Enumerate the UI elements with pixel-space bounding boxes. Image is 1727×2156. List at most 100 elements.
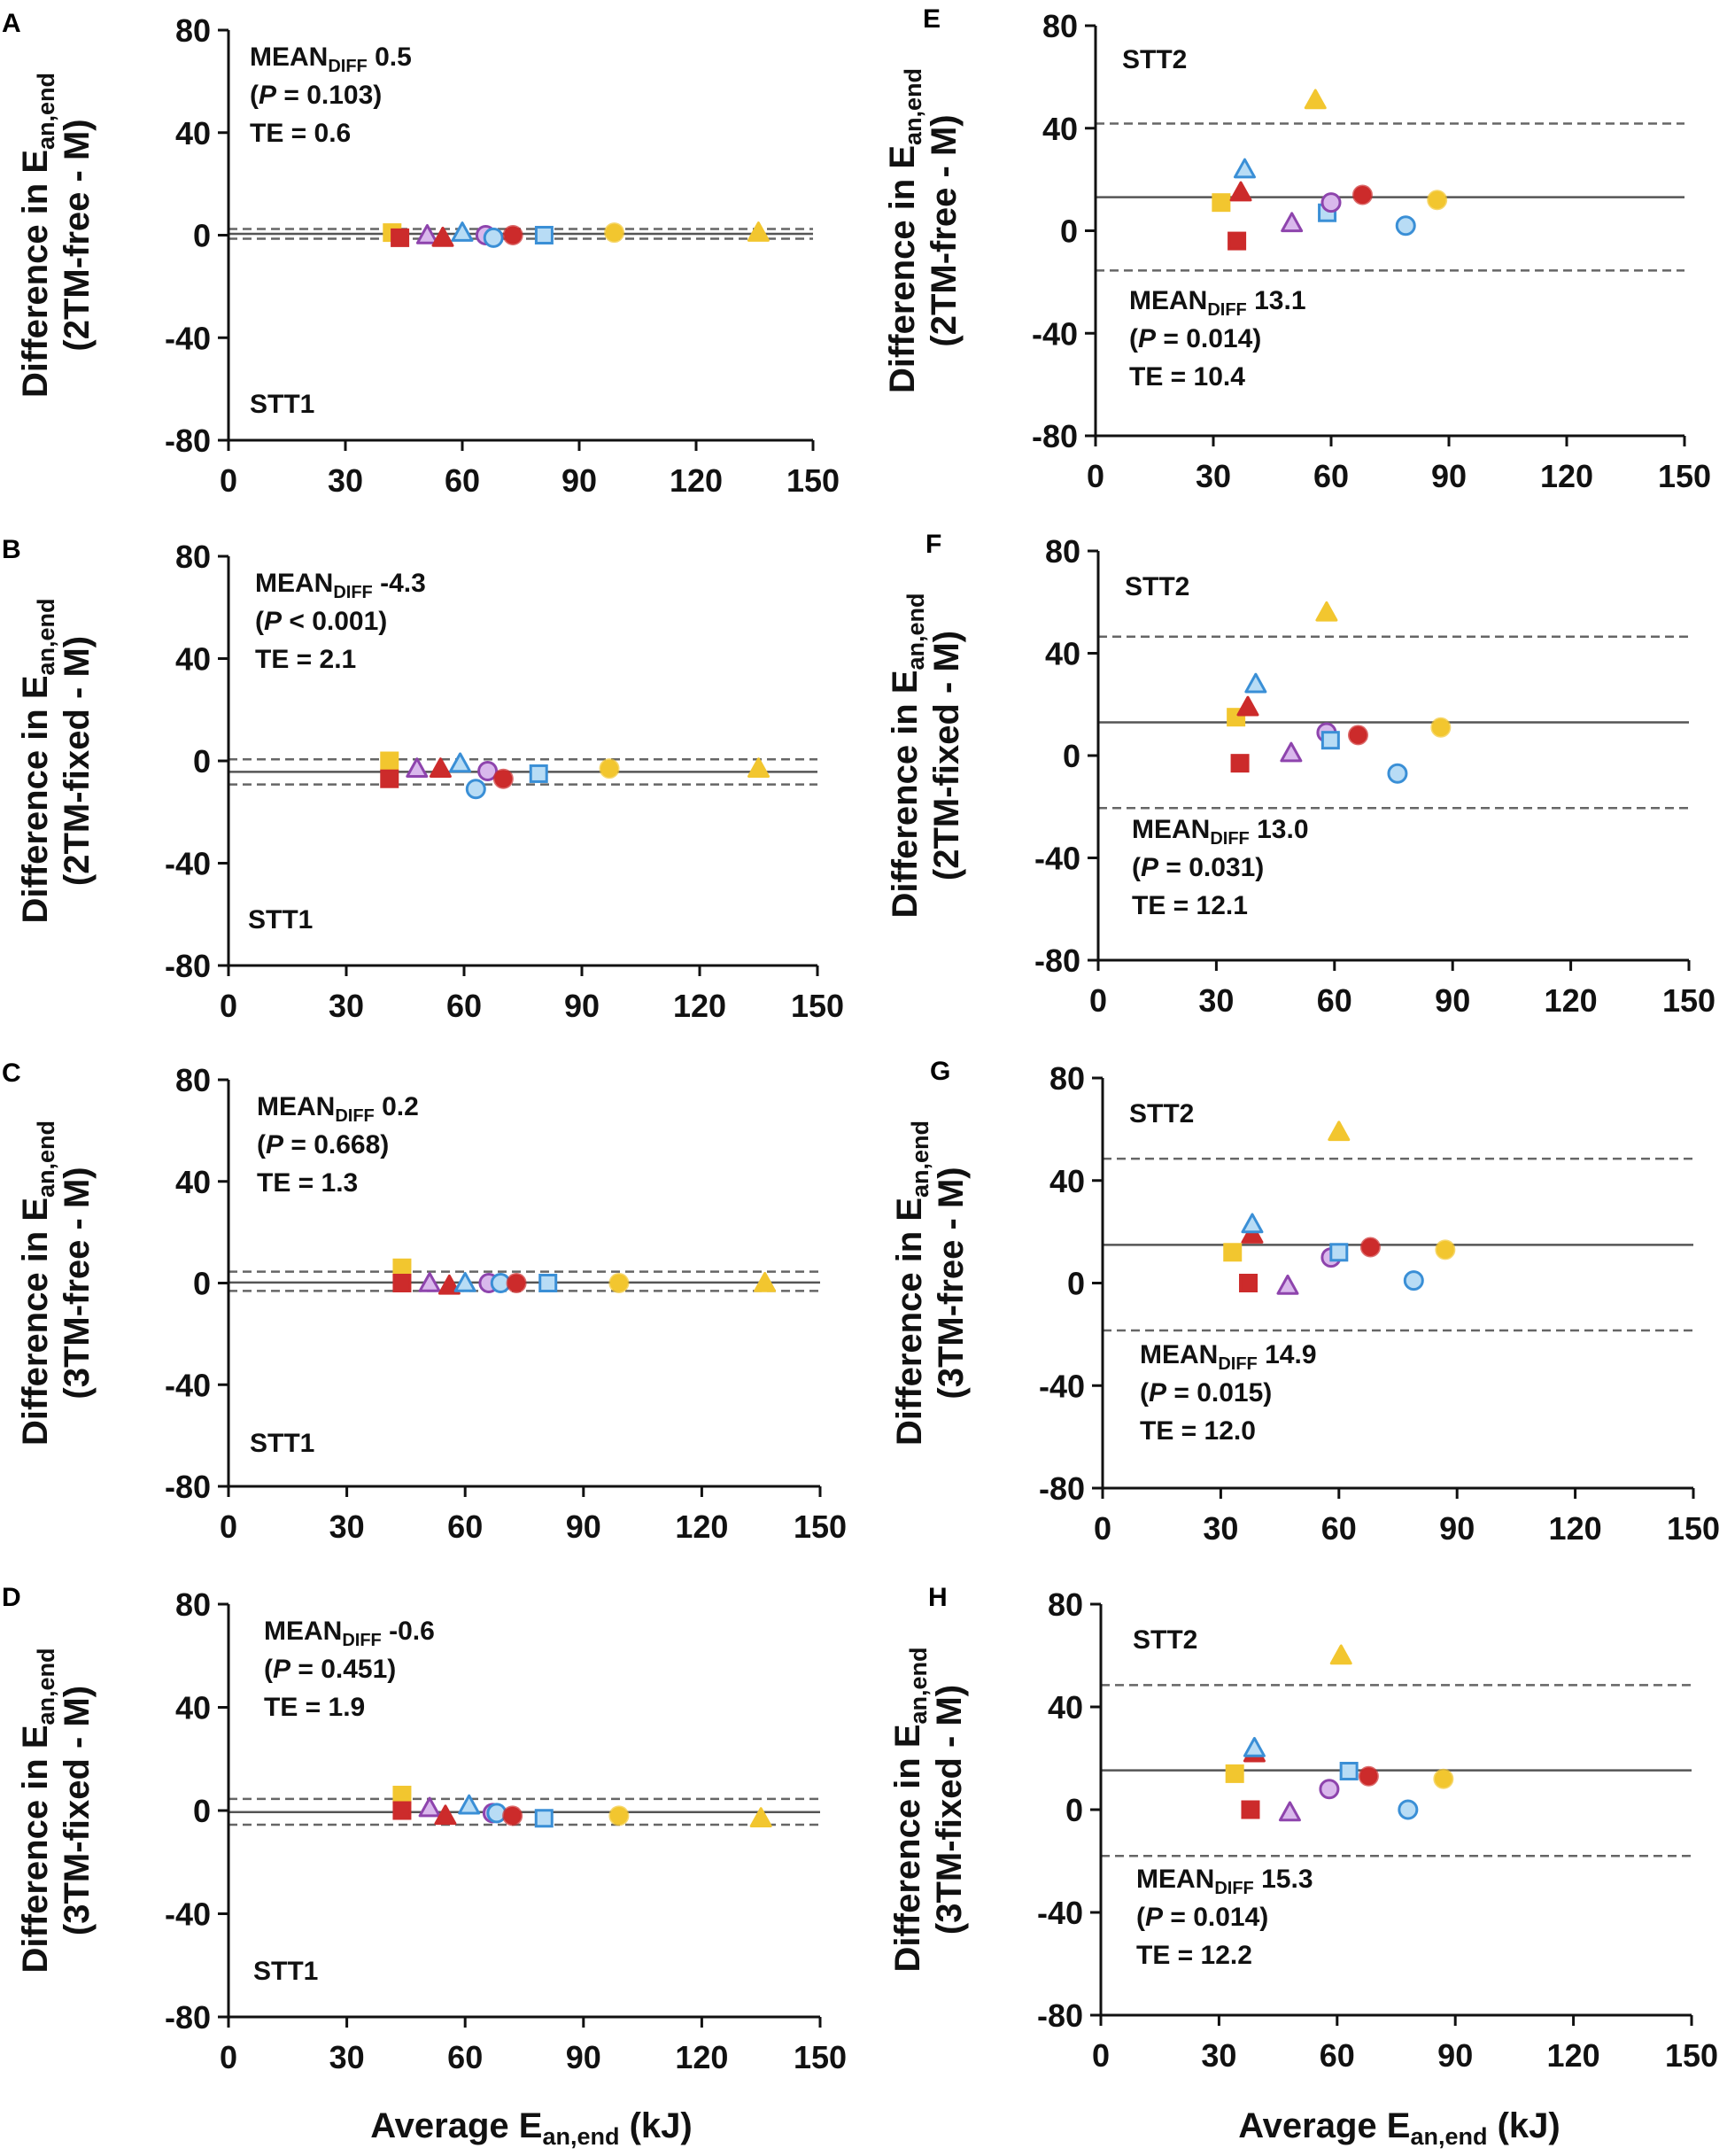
y-axis-label-line2: (3TM-fixed - M)	[930, 1685, 969, 1935]
data-point-circle	[608, 1805, 630, 1826]
data-point-triangle	[418, 1796, 441, 1818]
x-tick-label: 60	[1320, 2037, 1355, 2074]
y-axis-label-line1: Difference in Ean,end	[16, 598, 59, 923]
x-tick-label: 120	[1545, 982, 1598, 1019]
te-annotation: TE = 12.1	[1132, 891, 1248, 920]
data-point-triangle	[431, 226, 454, 247]
data-point-circle	[483, 227, 504, 248]
y-tick-label: -40	[1039, 1368, 1085, 1404]
x-tick-label: 90	[561, 462, 597, 499]
p-value-annotation: (P = 0.103)	[250, 81, 382, 110]
y-tick-label: -80	[165, 1469, 211, 1505]
mean-diff-annotation: MEANDIFF -0.6	[264, 1617, 435, 1650]
data-point-triangle	[1241, 1223, 1264, 1244]
data-point-triangle	[429, 757, 452, 778]
data-point-circle	[1433, 1768, 1454, 1789]
y-tick-label: -80	[1034, 942, 1080, 979]
te-annotation: TE = 1.9	[264, 1693, 365, 1722]
data-point-square	[534, 226, 554, 244]
data-point-triangle	[1243, 1736, 1266, 1757]
p-value-annotation: (P = 0.014)	[1136, 1903, 1268, 1932]
y-tick-label: 40	[175, 1164, 211, 1200]
mean-diff-annotation: MEANDIFF 0.5	[250, 43, 412, 76]
y-tick-label: -80	[1039, 1470, 1085, 1507]
panel-letter: F	[925, 530, 941, 559]
panel-letter: C	[2, 1059, 21, 1088]
session-label: STT2	[1133, 1625, 1197, 1655]
x-axis-label-left: Average Ean,end (kJ)	[370, 2106, 692, 2150]
x-tick-label: 30	[328, 462, 363, 499]
data-point-circle	[1347, 725, 1368, 746]
data-point-triangle	[451, 221, 474, 242]
x-tick-label: 0	[220, 988, 237, 1024]
data-point-triangle	[749, 1807, 772, 1828]
y-axis-label-line1: Difference in Ean,end	[886, 593, 929, 918]
x-tick-label: 60	[445, 462, 480, 499]
x-tick-label: 90	[566, 1508, 601, 1545]
y-tick-label: 80	[175, 1586, 211, 1623]
data-point-triangle	[1236, 695, 1259, 717]
data-point-triangle	[449, 752, 472, 773]
y-tick-label: -40	[1037, 1895, 1083, 1931]
panel-letter: E	[923, 4, 941, 34]
x-tick-label: 30	[1196, 458, 1231, 494]
y-tick-label: 40	[1049, 1163, 1085, 1199]
y-tick-label: 0	[193, 1793, 211, 1829]
p-value-annotation: (P = 0.014)	[1129, 324, 1261, 353]
p-value-annotation: (P = 0.015)	[1140, 1378, 1272, 1408]
data-point-triangle	[418, 1272, 441, 1292]
x-tick-label: 150	[1658, 458, 1711, 494]
x-tick-label: 90	[1435, 982, 1470, 1019]
data-point-square	[391, 228, 410, 247]
data-point-circle	[1319, 1779, 1340, 1800]
y-axis-label-line2: (3TM-fixed - M)	[58, 1686, 97, 1935]
session-label: STT2	[1129, 1099, 1194, 1128]
data-point-square	[392, 1801, 412, 1820]
y-axis-label-line1: Difference in Ean,end	[888, 1647, 932, 1972]
data-point-circle	[502, 225, 523, 245]
data-point-square	[392, 1274, 412, 1292]
x-tick-label: 150	[1667, 1510, 1720, 1547]
data-point-triangle	[458, 1794, 481, 1815]
y-tick-label: 0	[1065, 1792, 1083, 1828]
data-point-triangle	[406, 757, 429, 778]
x-tick-label: 150	[794, 1508, 847, 1545]
data-point-square	[392, 1258, 412, 1277]
y-tick-label: -80	[165, 948, 211, 984]
y-axis-label-line2: (2TM-free - M)	[925, 114, 964, 346]
y-tick-label: 80	[1042, 8, 1078, 44]
x-tick-label: 120	[670, 462, 723, 499]
data-point-circle	[1351, 184, 1373, 206]
data-point-circle	[506, 1273, 527, 1293]
y-axis-label-line2: (3TM-free - M)	[932, 1167, 971, 1399]
y-tick-label: -40	[1032, 315, 1078, 352]
data-point-square	[1212, 193, 1231, 213]
x-tick-label: 60	[446, 988, 482, 1024]
data-point-circle	[1398, 1799, 1419, 1820]
y-tick-label: 80	[175, 1062, 211, 1098]
y-axis-label-line1: Difference in Ean,end	[16, 1121, 59, 1446]
data-point-triangle	[1281, 212, 1304, 233]
data-point-square	[1230, 754, 1250, 773]
y-tick-label: 0	[1060, 213, 1078, 250]
data-point-triangle	[1329, 1644, 1352, 1665]
data-point-triangle	[747, 221, 770, 242]
x-tick-label: 150	[786, 462, 840, 499]
data-point-square	[1227, 231, 1247, 251]
data-point-circle	[1435, 1239, 1456, 1260]
te-annotation: TE = 1.3	[257, 1168, 358, 1198]
data-point-triangle	[434, 1804, 457, 1826]
data-point-circle	[1387, 763, 1408, 784]
y-axis-label-line2: (2TM-fixed - M)	[927, 631, 966, 880]
data-point-triangle	[453, 1272, 476, 1292]
data-point-square	[1320, 731, 1340, 750]
data-point-circle	[502, 1805, 523, 1826]
mean-diff-annotation: MEANDIFF -4.3	[255, 569, 426, 602]
x-tick-label: 0	[220, 2039, 237, 2075]
data-point-square	[380, 769, 399, 788]
